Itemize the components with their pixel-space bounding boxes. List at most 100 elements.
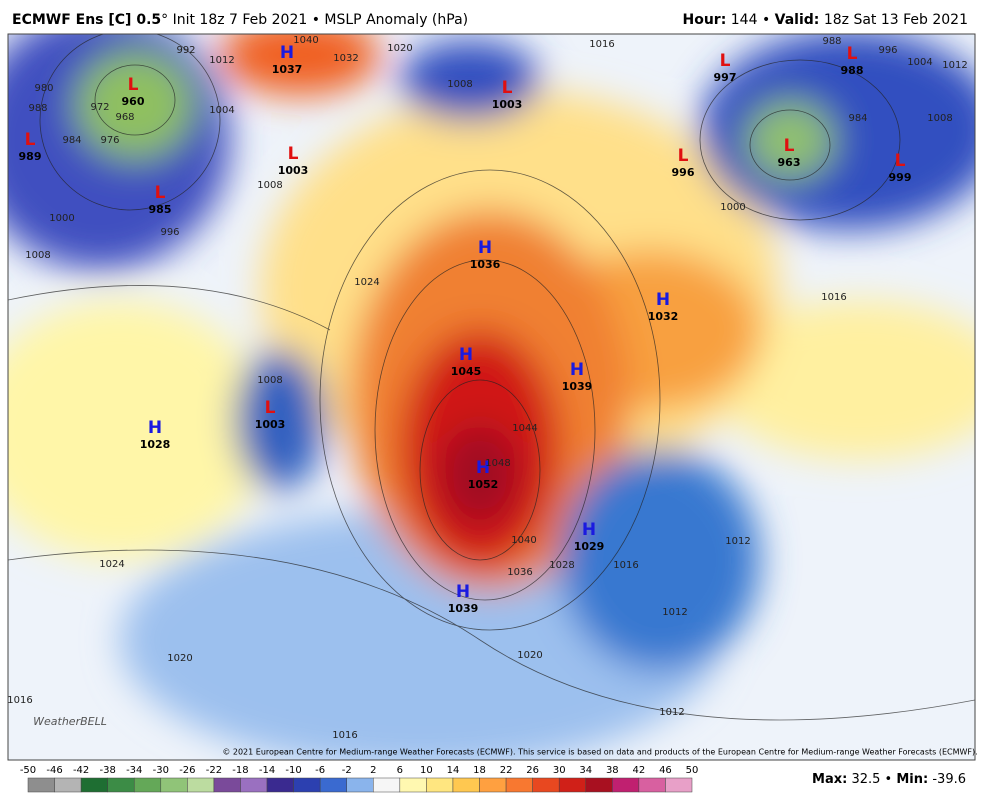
contour-label: 1048	[485, 458, 510, 469]
colorbar-cell	[133, 777, 162, 793]
center-type: H	[582, 520, 596, 540]
contour-label: 1016	[332, 730, 357, 741]
contour-label: 1012	[725, 536, 750, 547]
colorbar-cell	[638, 777, 666, 793]
colorbar-cell	[107, 777, 135, 793]
contour-label: 1040	[293, 35, 318, 46]
colorbar-label: -42	[73, 765, 89, 776]
colorbar-label: 14	[447, 765, 460, 776]
center-type: L	[678, 146, 689, 166]
colorbar-label: -10	[285, 765, 301, 776]
colorbar-label: -2	[342, 765, 352, 776]
center-value: 1003	[492, 98, 523, 111]
contour-label: 1020	[167, 653, 192, 664]
contour-label: 1036	[507, 567, 532, 578]
center-value: 989	[19, 150, 42, 163]
colorbar-cell	[187, 777, 215, 793]
contour-label: 1012	[209, 55, 234, 66]
colorbar-label: -46	[46, 765, 62, 776]
contour-label: 1000	[49, 213, 74, 224]
center-type: L	[128, 75, 139, 95]
contour-label: 1020	[517, 650, 542, 661]
contour-label: 984	[62, 135, 81, 146]
colorbar-label: -18	[232, 765, 248, 776]
center-type: L	[720, 51, 731, 71]
colorbar-label: 22	[500, 765, 513, 776]
colorbar-cell	[27, 777, 55, 793]
center-value: 985	[149, 203, 172, 216]
center-type: L	[895, 151, 906, 171]
colorbar-cell	[54, 777, 82, 793]
colorbar-label: 18	[473, 765, 486, 776]
colorbar-cell	[80, 777, 108, 793]
center-type: H	[570, 360, 584, 380]
valid-info: Hour: 144 • Valid: 18z Sat 13 Feb 2021	[682, 12, 968, 28]
contour-label: 1016	[821, 292, 846, 303]
contour-label: 1020	[387, 43, 412, 54]
contour-label: 984	[848, 113, 867, 124]
center-type: H	[456, 582, 470, 602]
colorbar-label: -22	[206, 765, 222, 776]
contour-label: 1032	[333, 53, 358, 64]
center-type: H	[478, 238, 492, 258]
colorbar-label: 30	[553, 765, 566, 776]
center-value: 1003	[255, 418, 286, 431]
map	[8, 34, 975, 760]
colorbar-label: -26	[179, 765, 195, 776]
contour-label: 1044	[512, 423, 537, 434]
contour-label: 1008	[257, 180, 282, 191]
colorbar-label: 50	[686, 765, 699, 776]
colorbar-cell	[160, 777, 188, 793]
center-value: 960	[122, 95, 145, 108]
colorbar-label: -34	[126, 765, 142, 776]
colorbar-cell	[585, 777, 613, 793]
center-type: L	[784, 136, 795, 156]
contour-label: 1012	[662, 607, 687, 618]
colorbar-label: -6	[315, 765, 325, 776]
colorbar-cell	[558, 777, 587, 793]
center-value: 1052	[468, 478, 499, 491]
copyright: © 2021 European Centre for Medium-range …	[222, 748, 977, 757]
colorbar-cell	[346, 777, 374, 793]
contour-label: 1000	[720, 202, 745, 213]
center-value: 1028	[140, 438, 171, 451]
center-value: 1045	[451, 365, 482, 378]
center-value: 1029	[574, 540, 605, 553]
center-value: 1032	[648, 310, 679, 323]
center-type: H	[148, 418, 162, 438]
colorbar-cell	[505, 777, 533, 793]
contour-label: 976	[100, 135, 119, 146]
contour-label: 1008	[447, 79, 472, 90]
contour-label: 1008	[257, 375, 282, 386]
center-value: 963	[778, 156, 801, 169]
contour-label: 988	[28, 103, 47, 114]
center-type: H	[656, 290, 670, 310]
title: ECMWF Ens [C] 0.5° Init 18z 7 Feb 2021 •…	[12, 12, 468, 28]
center-value: 1039	[562, 380, 593, 393]
contour-label: 1024	[99, 559, 124, 570]
colorbar-label: 34	[579, 765, 592, 776]
colorbar-label: 42	[633, 765, 646, 776]
colorbar-label: 6	[397, 765, 403, 776]
center-value: 999	[889, 171, 912, 184]
center-value: 1037	[272, 63, 303, 76]
colorbar-cell	[240, 777, 268, 793]
stats: Max: 32.5 • Min: -39.6	[812, 772, 966, 787]
colorbar-cell	[213, 777, 241, 793]
contour-label: 1040	[511, 535, 536, 546]
colorbar-cell	[373, 777, 401, 793]
colorbar-cell	[319, 777, 347, 793]
logo: WeatherBELL	[33, 715, 107, 728]
colorbar-label: -38	[100, 765, 116, 776]
center-value: 996	[672, 166, 695, 179]
contour-label: 968	[115, 112, 134, 123]
center-type: L	[25, 130, 36, 150]
colorbar-cell	[293, 777, 321, 793]
colorbar-cell	[532, 777, 560, 793]
center-type: L	[288, 144, 299, 164]
contour-label: 1016	[7, 695, 32, 706]
contour-label: 1016	[589, 39, 614, 50]
contour-label: 1008	[25, 250, 50, 261]
center-value: 988	[841, 64, 864, 77]
